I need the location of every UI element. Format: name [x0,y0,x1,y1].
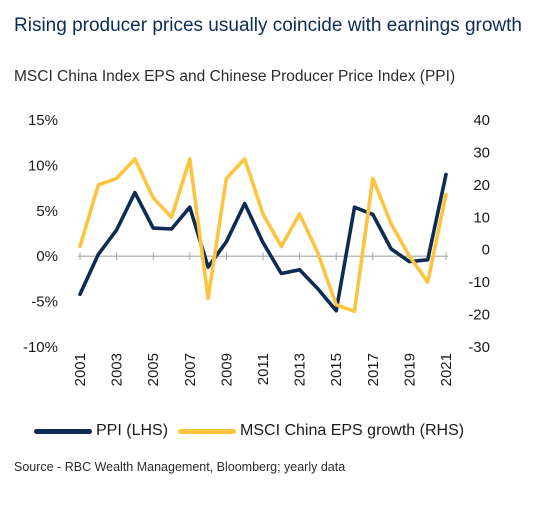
left-tick-label: -5% [31,294,58,311]
eps-series-line [78,157,448,314]
legend-swatch-ppi [34,428,92,434]
x-tick-label: 2013 [292,353,309,386]
x-tick-label: 2007 [182,353,199,386]
x-tick-label: 2019 [401,353,418,386]
right-tick-label: 40 [473,112,490,129]
x-axis-ticks: 2001 2003 2005 2007 2009 2011 2013 2015 2017 2019… [72,353,455,386]
right-tick-label: 30 [473,144,490,161]
x-tick-label: 2015 [328,353,345,386]
right-tick-label: -10 [468,274,490,291]
right-tick-label: 20 [473,177,490,194]
left-axis-ticks: 15% 10% 5% 0% -5% -10% [23,112,58,356]
chart-subtitle: MSCI China Index EPS and Chinese Produce… [14,68,456,85]
x-tick-label: 2001 [72,353,89,386]
series-lines [78,157,448,314]
x-tick-label: 2021 [438,353,455,386]
x-tick-label: 2005 [145,353,162,386]
x-tick-label: 2009 [218,353,235,386]
left-tick-label: 15% [28,112,58,129]
legend-swatch-eps [178,428,237,434]
right-tick-label: -20 [468,307,490,324]
left-tick-label: -10% [23,339,58,356]
x-tick-label: 2011 [255,353,272,385]
legend-item-eps: MSCI China EPS growth (RHS) [178,422,464,440]
legend-label-eps: MSCI China EPS growth (RHS) [240,422,465,439]
legend-label-ppi: PPI (LHS) [96,422,169,439]
x-tick-label: 2017 [365,353,382,386]
right-tick-label: -30 [468,339,490,356]
left-tick-label: 10% [28,157,58,174]
right-tick-label: 10 [473,209,490,226]
source-note: Source - RBC Wealth Management, Bloomber… [14,460,346,474]
ppi-series-line [78,172,448,313]
left-tick-label: 0% [36,248,58,265]
right-axis-ticks: 40 30 20 10 0 -10 -20 -30 [468,112,490,356]
left-tick-label: 5% [36,203,58,220]
right-tick-label: 0 [482,242,490,259]
chart-title: Rising producer prices usually coincide … [14,15,522,36]
legend-item-ppi: PPI (LHS) [34,422,168,440]
line-chart: 15% 10% 5% 0% -5% -10% 40 30 20 10 0 -10 -20 -30 200… [23,112,490,386]
zero-axis [78,252,448,261]
legend: PPI (LHS) MSCI China EPS growth (RHS) [34,422,529,440]
x-tick-label: 2003 [109,353,126,386]
